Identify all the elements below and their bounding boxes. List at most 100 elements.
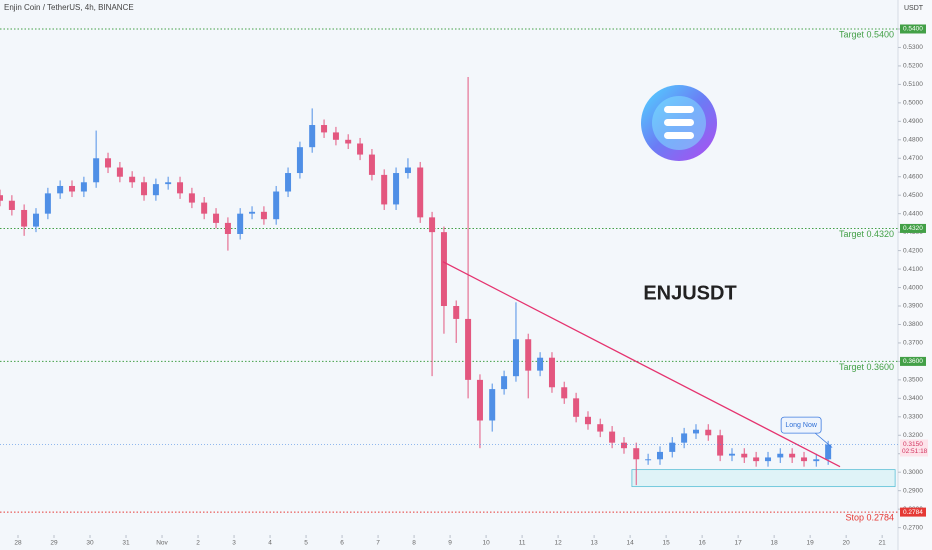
candle-body <box>285 173 292 192</box>
y-tick-label: 0.2900 <box>903 487 923 494</box>
y-tick-label: 0.4100 <box>903 266 923 273</box>
level-label: Stop 0.2784 <box>845 512 894 522</box>
candle-body <box>21 209 28 227</box>
candle-body <box>404 167 411 174</box>
x-tick-label: 28 <box>14 540 22 547</box>
candle-body <box>141 182 148 196</box>
level-label: Target 0.5400 <box>839 29 894 39</box>
candle-body <box>368 154 375 175</box>
candle-body <box>417 167 424 218</box>
candle-body <box>705 429 712 436</box>
candle-body <box>501 376 508 390</box>
x-tick-label: 18 <box>771 540 779 547</box>
candle-body <box>753 457 760 462</box>
y-tick-label: 0.5300 <box>903 44 923 51</box>
candle-body <box>476 379 483 421</box>
candle-body <box>801 457 808 462</box>
candle-body <box>152 184 159 196</box>
y-axis-label: USDT <box>904 5 924 12</box>
x-tick-label: 21 <box>879 540 887 547</box>
candle-body <box>80 182 87 192</box>
candle-body <box>765 457 772 462</box>
level-axis-box <box>900 24 926 34</box>
x-tick-label: 2 <box>196 540 200 547</box>
level-axis-label: 0.5400 <box>903 26 923 33</box>
x-tick-label: 12 <box>554 540 562 547</box>
candle-body <box>729 453 736 456</box>
candle-body <box>669 442 676 452</box>
x-tick-label: 15 <box>663 540 671 547</box>
x-tick-label: 14 <box>626 540 634 547</box>
x-tick-label: 20 <box>843 540 851 547</box>
x-tick-label: 17 <box>735 540 743 547</box>
x-tick-label: 30 <box>86 540 94 547</box>
candle-body <box>440 232 447 307</box>
candle-body <box>548 357 555 388</box>
candle-body <box>789 453 796 458</box>
candle-body <box>357 143 364 155</box>
x-tick-label: 10 <box>482 540 490 547</box>
y-tick-label: 0.4400 <box>903 210 923 217</box>
candle-body <box>177 182 184 194</box>
candle-body <box>33 213 40 227</box>
x-tick-label: 29 <box>50 540 58 547</box>
current-price-box <box>900 439 928 457</box>
candle-body <box>597 424 604 432</box>
candle-body <box>93 158 100 183</box>
x-tick-label: 13 <box>590 540 598 547</box>
x-tick-label: 8 <box>412 540 416 547</box>
current-price-label: 0.3150 <box>903 441 923 448</box>
y-tick-label: 0.5200 <box>903 63 923 70</box>
y-tick-label: 0.4900 <box>903 118 923 125</box>
callout-pointer <box>814 432 833 448</box>
level-axis-box <box>900 507 926 517</box>
candle-body <box>465 318 472 380</box>
y-tick-label: 0.4700 <box>903 155 923 162</box>
level-label: Target 0.4320 <box>839 229 894 239</box>
y-tick-label: 0.3000 <box>903 469 923 476</box>
y-tick-label: 0.3900 <box>903 303 923 310</box>
level-axis-label: 0.4320 <box>903 225 923 232</box>
candle-body <box>393 173 400 205</box>
y-tick-label: 0.4200 <box>903 247 923 254</box>
candle-body <box>345 139 352 144</box>
candle-body <box>309 125 316 148</box>
candle-body <box>0 195 3 201</box>
candle-body <box>273 191 280 220</box>
candle-body <box>381 174 388 205</box>
callout-box <box>780 416 822 434</box>
candle-body <box>105 158 112 168</box>
level-axis-label: 0.2784 <box>903 509 923 516</box>
y-tick-label: 0.3700 <box>903 340 923 347</box>
level-label: Target 0.3600 <box>839 362 894 372</box>
candle-body <box>489 389 496 421</box>
enjin-logo <box>641 85 717 161</box>
level-axis-label: 0.3600 <box>903 358 923 365</box>
x-tick-label: 31 <box>122 540 130 547</box>
y-tick-label: 0.3200 <box>903 432 923 439</box>
x-tick-label: 6 <box>340 540 344 547</box>
y-tick-label: 0.3500 <box>903 377 923 384</box>
y-tick-label: 0.4800 <box>903 137 923 144</box>
candle-body <box>8 200 15 210</box>
candle-body <box>165 182 172 185</box>
callout-text: Long Now <box>785 422 817 429</box>
candle-body <box>321 125 328 133</box>
candle-body <box>825 444 832 460</box>
candle-body <box>645 459 652 461</box>
candle-body <box>681 433 688 443</box>
trendline <box>442 261 841 468</box>
countdown-label: 02:51:18 <box>902 448 928 455</box>
y-tick-label: 0.3300 <box>903 414 923 421</box>
candle-body <box>561 387 568 399</box>
candle-body <box>656 451 663 460</box>
candle-body <box>633 448 640 460</box>
candle-body <box>129 176 136 183</box>
x-tick-label: 16 <box>699 540 707 547</box>
level-axis-box <box>900 223 926 233</box>
level-axis-box <box>900 356 926 366</box>
candle-body <box>57 185 64 194</box>
candle-body <box>260 211 267 220</box>
candle-body <box>813 459 820 462</box>
